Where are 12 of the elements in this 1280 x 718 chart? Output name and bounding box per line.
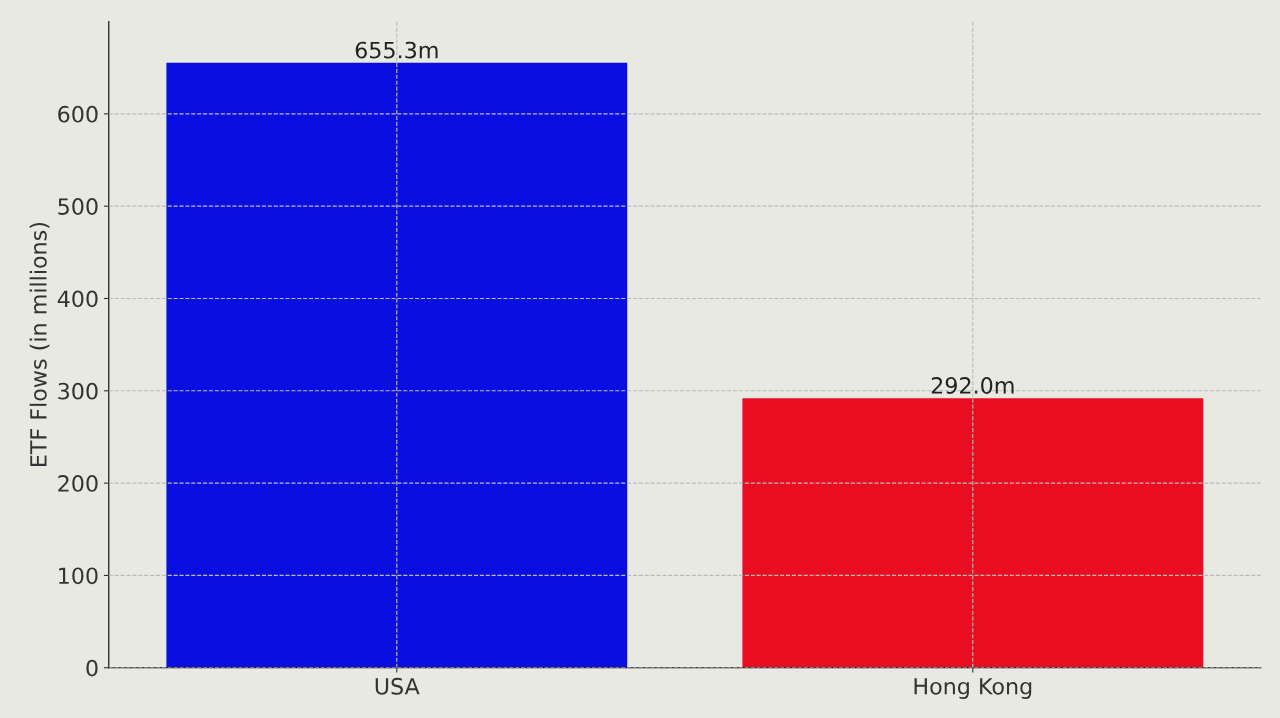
y-axis-title: ETF Flows (in millions): [29, 223, 50, 466]
y-tick-label: 0: [86, 659, 98, 677]
y-tick-label: 300: [58, 382, 98, 400]
x-tick-label: Hong Kong: [914, 678, 1032, 699]
y-tick-label: 400: [57, 290, 98, 308]
x-tick-label: USA: [375, 677, 420, 695]
y-tick-label: 600: [58, 105, 98, 123]
y-tick-label: 500: [58, 198, 98, 215]
y-tick-label: 200: [58, 475, 98, 492]
y-tick-label: 100: [59, 567, 98, 585]
data-label: 655.3m: [355, 41, 438, 59]
data-label: 292.0m: [931, 377, 1014, 394]
